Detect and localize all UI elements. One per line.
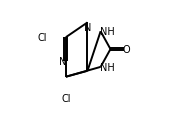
Text: N: N [84,22,91,32]
Text: Cl: Cl [38,33,47,43]
Text: NH: NH [100,27,115,37]
Text: N: N [59,56,67,66]
Text: Cl: Cl [61,93,71,103]
Text: NH: NH [100,62,115,72]
Text: O: O [123,45,131,55]
